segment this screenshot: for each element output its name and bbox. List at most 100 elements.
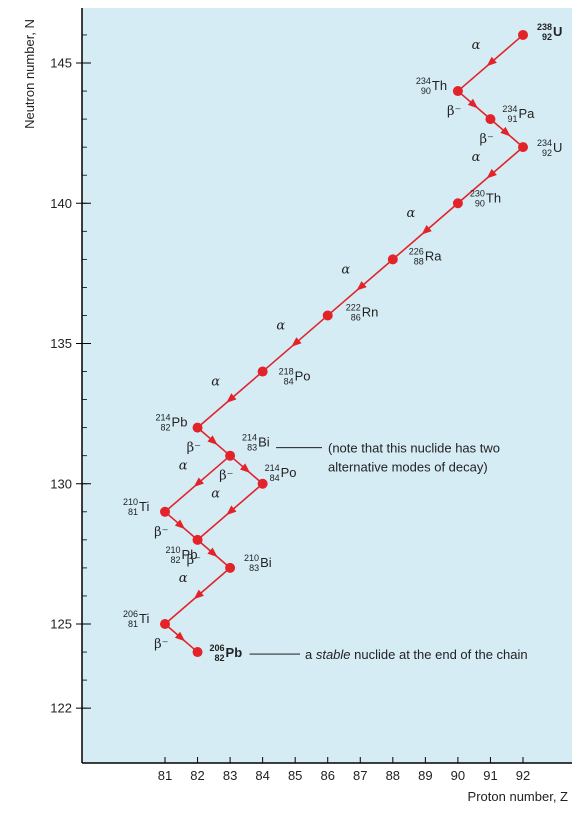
decay-arrow: α <box>164 567 231 625</box>
element-symbol: Ti <box>139 611 149 626</box>
decay-arrow: α <box>327 258 394 317</box>
decay-arrow: α <box>457 146 524 204</box>
mass-number: 222 <box>346 302 361 312</box>
decay-arrow: β⁻ <box>187 539 231 569</box>
alpha-decay-label: α <box>472 150 481 165</box>
atomic-number: 91 <box>507 114 517 124</box>
atomic-number: 84 <box>284 377 294 387</box>
decay-arrowhead <box>193 477 204 488</box>
decay-arrowhead <box>421 225 432 235</box>
x-tick-label: 84 <box>255 768 269 783</box>
mass-number: 210 <box>166 545 181 555</box>
atomic-number: 82 <box>215 653 225 663</box>
element-symbol: Ti <box>139 499 149 514</box>
mass-number: 210 <box>123 497 138 507</box>
stable-note-text: a stable nuclide at the end of the chain <box>305 647 528 662</box>
mass-number: 234 <box>416 76 431 86</box>
mass-number: 214 <box>242 433 257 443</box>
decay-arrow: β⁻ <box>447 90 491 120</box>
decay-arrow: β⁻ <box>480 118 524 148</box>
decay-arrowhead <box>207 435 218 445</box>
beta-decay-label: β⁻ <box>154 637 168 652</box>
nuclide-point-rn222 <box>322 310 333 321</box>
atomic-number: 81 <box>128 507 138 517</box>
y-tick-label: 125 <box>50 617 72 632</box>
decay-arrowhead <box>486 168 497 179</box>
x-tick-label: 90 <box>451 768 465 783</box>
atomic-number: 82 <box>171 555 181 565</box>
element-symbol: Bi <box>260 555 272 570</box>
beta-decay-label: β⁻ <box>447 104 461 119</box>
decay-arrow: α <box>457 34 524 92</box>
beta-decay-label: β⁻ <box>187 441 201 456</box>
y-tick-label: 145 <box>50 56 72 71</box>
nuclide-point-u238 <box>518 29 528 40</box>
mass-number: 238 <box>537 22 552 32</box>
x-tick-label: 81 <box>158 768 172 783</box>
x-tick-label: 88 <box>386 768 400 783</box>
decay-arrow: β⁻ <box>187 427 231 457</box>
beta-decay-label: β⁻ <box>219 469 233 484</box>
mass-number: 210 <box>244 553 259 563</box>
decay-arrowhead <box>291 337 302 347</box>
note-text-line: alternative modes of decay) <box>328 460 488 475</box>
nuclide-point-bi210 <box>225 562 236 573</box>
decay-arrowhead <box>174 519 186 530</box>
decay-arrow: β⁻ <box>154 623 199 653</box>
alpha-decay-label: α <box>179 459 188 474</box>
nuclide-point-pb210 <box>192 534 203 545</box>
alpha-decay-label: α <box>276 318 285 333</box>
y-tick-label: 135 <box>50 336 72 351</box>
decay-arrowhead <box>174 631 186 642</box>
atomic-number: 90 <box>475 198 485 208</box>
mass-number: 218 <box>279 367 294 377</box>
element-symbol: U <box>553 140 562 155</box>
alpha-decay-label: α <box>341 262 350 277</box>
atomic-number: 86 <box>351 312 361 322</box>
atomic-number: 88 <box>414 256 424 266</box>
decay-arrow: α <box>164 455 231 513</box>
nuclide-point-po218 <box>257 366 268 377</box>
alpha-decay-label: α <box>211 487 220 502</box>
decay-arrow: β⁻ <box>219 455 264 485</box>
note-text-line: (note that this nuclide has two <box>328 441 500 456</box>
element-symbol: U <box>553 24 562 39</box>
element-symbol: Pb <box>172 415 188 430</box>
decay-arrowhead <box>226 505 237 516</box>
mass-number: 214 <box>156 413 171 423</box>
element-symbol: Po <box>295 369 311 384</box>
decay-arrow: α <box>197 370 264 429</box>
nuclide-points <box>160 29 528 658</box>
decay-arrowhead <box>486 56 497 67</box>
element-symbol: Rn <box>362 304 379 319</box>
beta-decay-label: β⁻ <box>154 525 168 540</box>
nuclide-point-ti206 <box>160 619 170 629</box>
atomic-number: 81 <box>128 619 138 629</box>
element-symbol: Pb <box>182 547 198 562</box>
decay-arrowhead <box>207 547 218 558</box>
x-tick-label: 82 <box>190 768 204 783</box>
nuclide-point-bi214 <box>225 450 236 461</box>
mass-number: 226 <box>409 246 424 256</box>
nuclide-point-ti210 <box>160 506 170 517</box>
mass-number: 214 <box>265 463 280 473</box>
decay-arrowhead <box>467 98 478 109</box>
nuclide-point-pa234 <box>485 114 496 125</box>
x-tick-label: 87 <box>353 768 367 783</box>
x-tick-label: 86 <box>320 768 334 783</box>
element-symbol: Th <box>432 78 447 93</box>
atomic-number: 84 <box>270 473 280 483</box>
x-tick-label: 91 <box>483 768 497 783</box>
